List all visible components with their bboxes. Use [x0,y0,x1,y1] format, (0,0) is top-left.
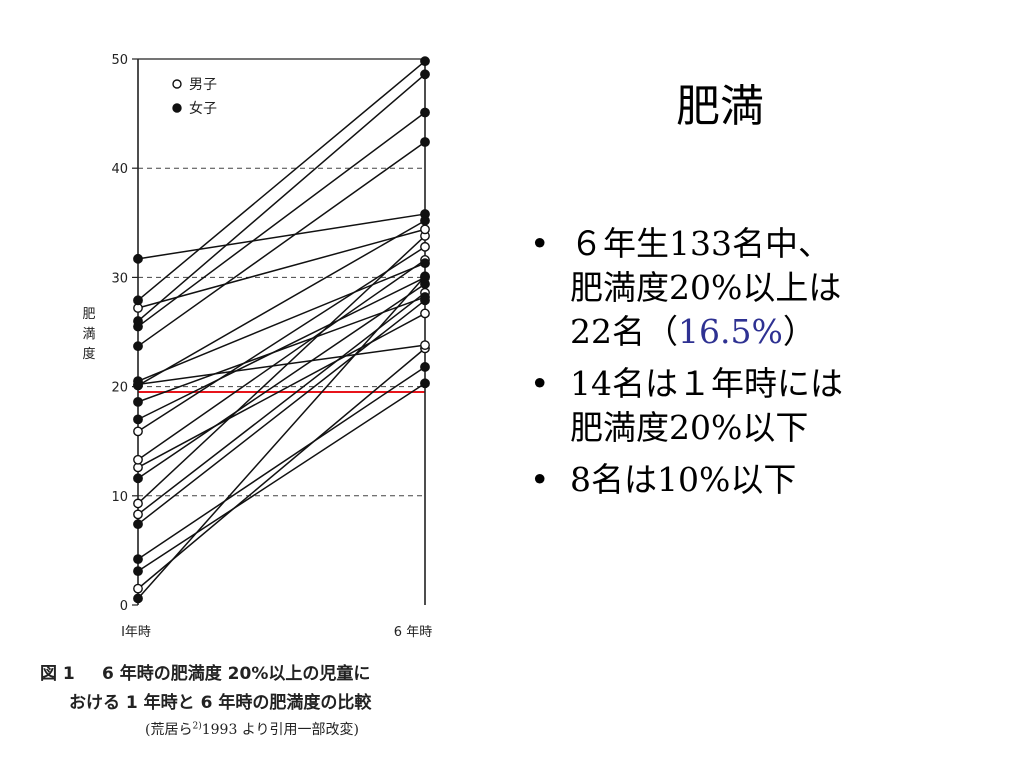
bullet-marker: • [530,364,550,403]
x-tick-label: 6 年時 [394,625,432,640]
series-line [137,366,426,560]
y-tick-label: 20 [111,381,128,396]
data-point-girl [133,396,143,407]
figure-caption-text1: 6 年時の肥満度 20%以上の児童に [102,664,371,684]
bullet-1-text-b: 肥満度20%以上は [570,268,842,307]
series-line [137,344,426,386]
bullet-1-text-a: ６年生133名中、 [570,224,831,263]
data-point-girl [133,593,143,604]
data-point-girl [133,414,143,425]
y-tick-label: 50 [111,53,128,68]
y-axis-label: 度 [82,346,95,362]
data-point-girl [420,107,430,118]
data-point-girl [133,566,143,577]
data-point-girl [133,380,143,391]
bullet-item-1: • ６年生133名中、 肥満度20%以上は 22名（16.5%） [530,222,843,354]
legend-label: 女子 [189,100,217,117]
data-point-girl [420,69,430,80]
series-line [137,213,426,260]
slide-title: 肥満 [676,81,764,132]
data-point-boy [133,509,143,520]
figure-source-suffix: 1993 より引用一部改変) [201,722,359,738]
data-point-girl [133,473,143,484]
series-line [137,276,426,421]
figure-source-ref: 2) [192,721,202,732]
series-line [137,283,426,479]
series-line [137,259,426,461]
data-point-girl [420,272,430,283]
data-point-girl [133,316,143,326]
bullet-marker: • [530,224,550,263]
figure-caption-line2: おける 1 年時と 6 年時の肥満度の比較 [69,693,372,713]
bullet-item-2: • 14名は１年時には 肥満度20%以下 [530,362,843,450]
data-point-girl [420,378,430,389]
series-line [137,228,426,309]
gridlines [138,167,425,497]
series-line [137,111,426,328]
y-tick-label: 10 [111,490,128,505]
series-line [137,141,426,347]
y-axis-label: 満 [82,327,95,342]
series-line [137,235,426,504]
data-point-boy [420,241,430,252]
data-point-girl [133,341,143,352]
figure-label: 図 1 [40,664,75,684]
series-line [137,312,426,469]
y-tick-label: 30 [111,271,128,286]
data-point-girl [133,295,143,306]
data-point-boy [133,426,143,437]
series-points [133,56,430,604]
legend-label: 男子 [189,77,217,93]
data-point-girl [133,554,143,565]
legend-marker-boy [172,79,182,89]
bullet-3-text-a: 8名は10%以下 [570,460,797,499]
data-point-girl [420,215,430,226]
data-point-boy [420,224,430,235]
legend-marker-girl [172,103,182,113]
figure-source-prefix: (荒居ら [145,722,193,738]
data-point-girl [133,253,143,264]
bullet-2-text-b: 肥満度20%以下 [570,408,809,447]
series-line [137,73,426,322]
series-lines [137,60,426,599]
bullet-item-3: • 8名は10%以下 [530,458,843,502]
series-line [137,275,426,599]
x-tick-label: Ⅰ年時 [121,625,151,640]
figure-source: (荒居ら2)1993 より引用一部改変) [145,719,359,739]
y-tick-label: 0 [120,599,128,614]
data-point-boy [420,308,430,319]
bullet-marker: • [530,460,550,499]
bullet-1-text-c: 22名（ [570,312,678,351]
data-point-girl [420,292,430,302]
series-line [137,299,426,525]
data-point-girl [420,137,430,147]
bullet-1-text-d: ） [782,312,816,351]
data-point-boy [133,498,143,509]
series-line [137,219,426,387]
data-point-girl [420,258,430,269]
series-line [137,60,426,301]
bullet-list: • ６年生133名中、 肥満度20%以上は 22名（16.5%） • 14名は１… [530,222,843,510]
series-line [137,296,426,403]
series-line [137,382,426,572]
series-line [137,347,426,590]
data-point-girl [133,519,143,530]
data-point-boy [133,583,143,594]
figure-caption-line1: 図 1 6 年時の肥満度 20%以上の児童に [40,659,370,684]
data-point-girl [420,56,430,67]
bullet-1-highlight: 16.5% [678,312,783,351]
data-point-boy [420,340,430,351]
bullet-2-text-a: 14名は１年時には [570,364,843,403]
y-axis-label: 肥 [82,307,95,322]
data-point-boy [133,454,143,465]
series-line [137,262,426,382]
data-point-girl [420,362,430,372]
series-line [137,246,426,433]
y-tick-label: 40 [111,162,128,177]
